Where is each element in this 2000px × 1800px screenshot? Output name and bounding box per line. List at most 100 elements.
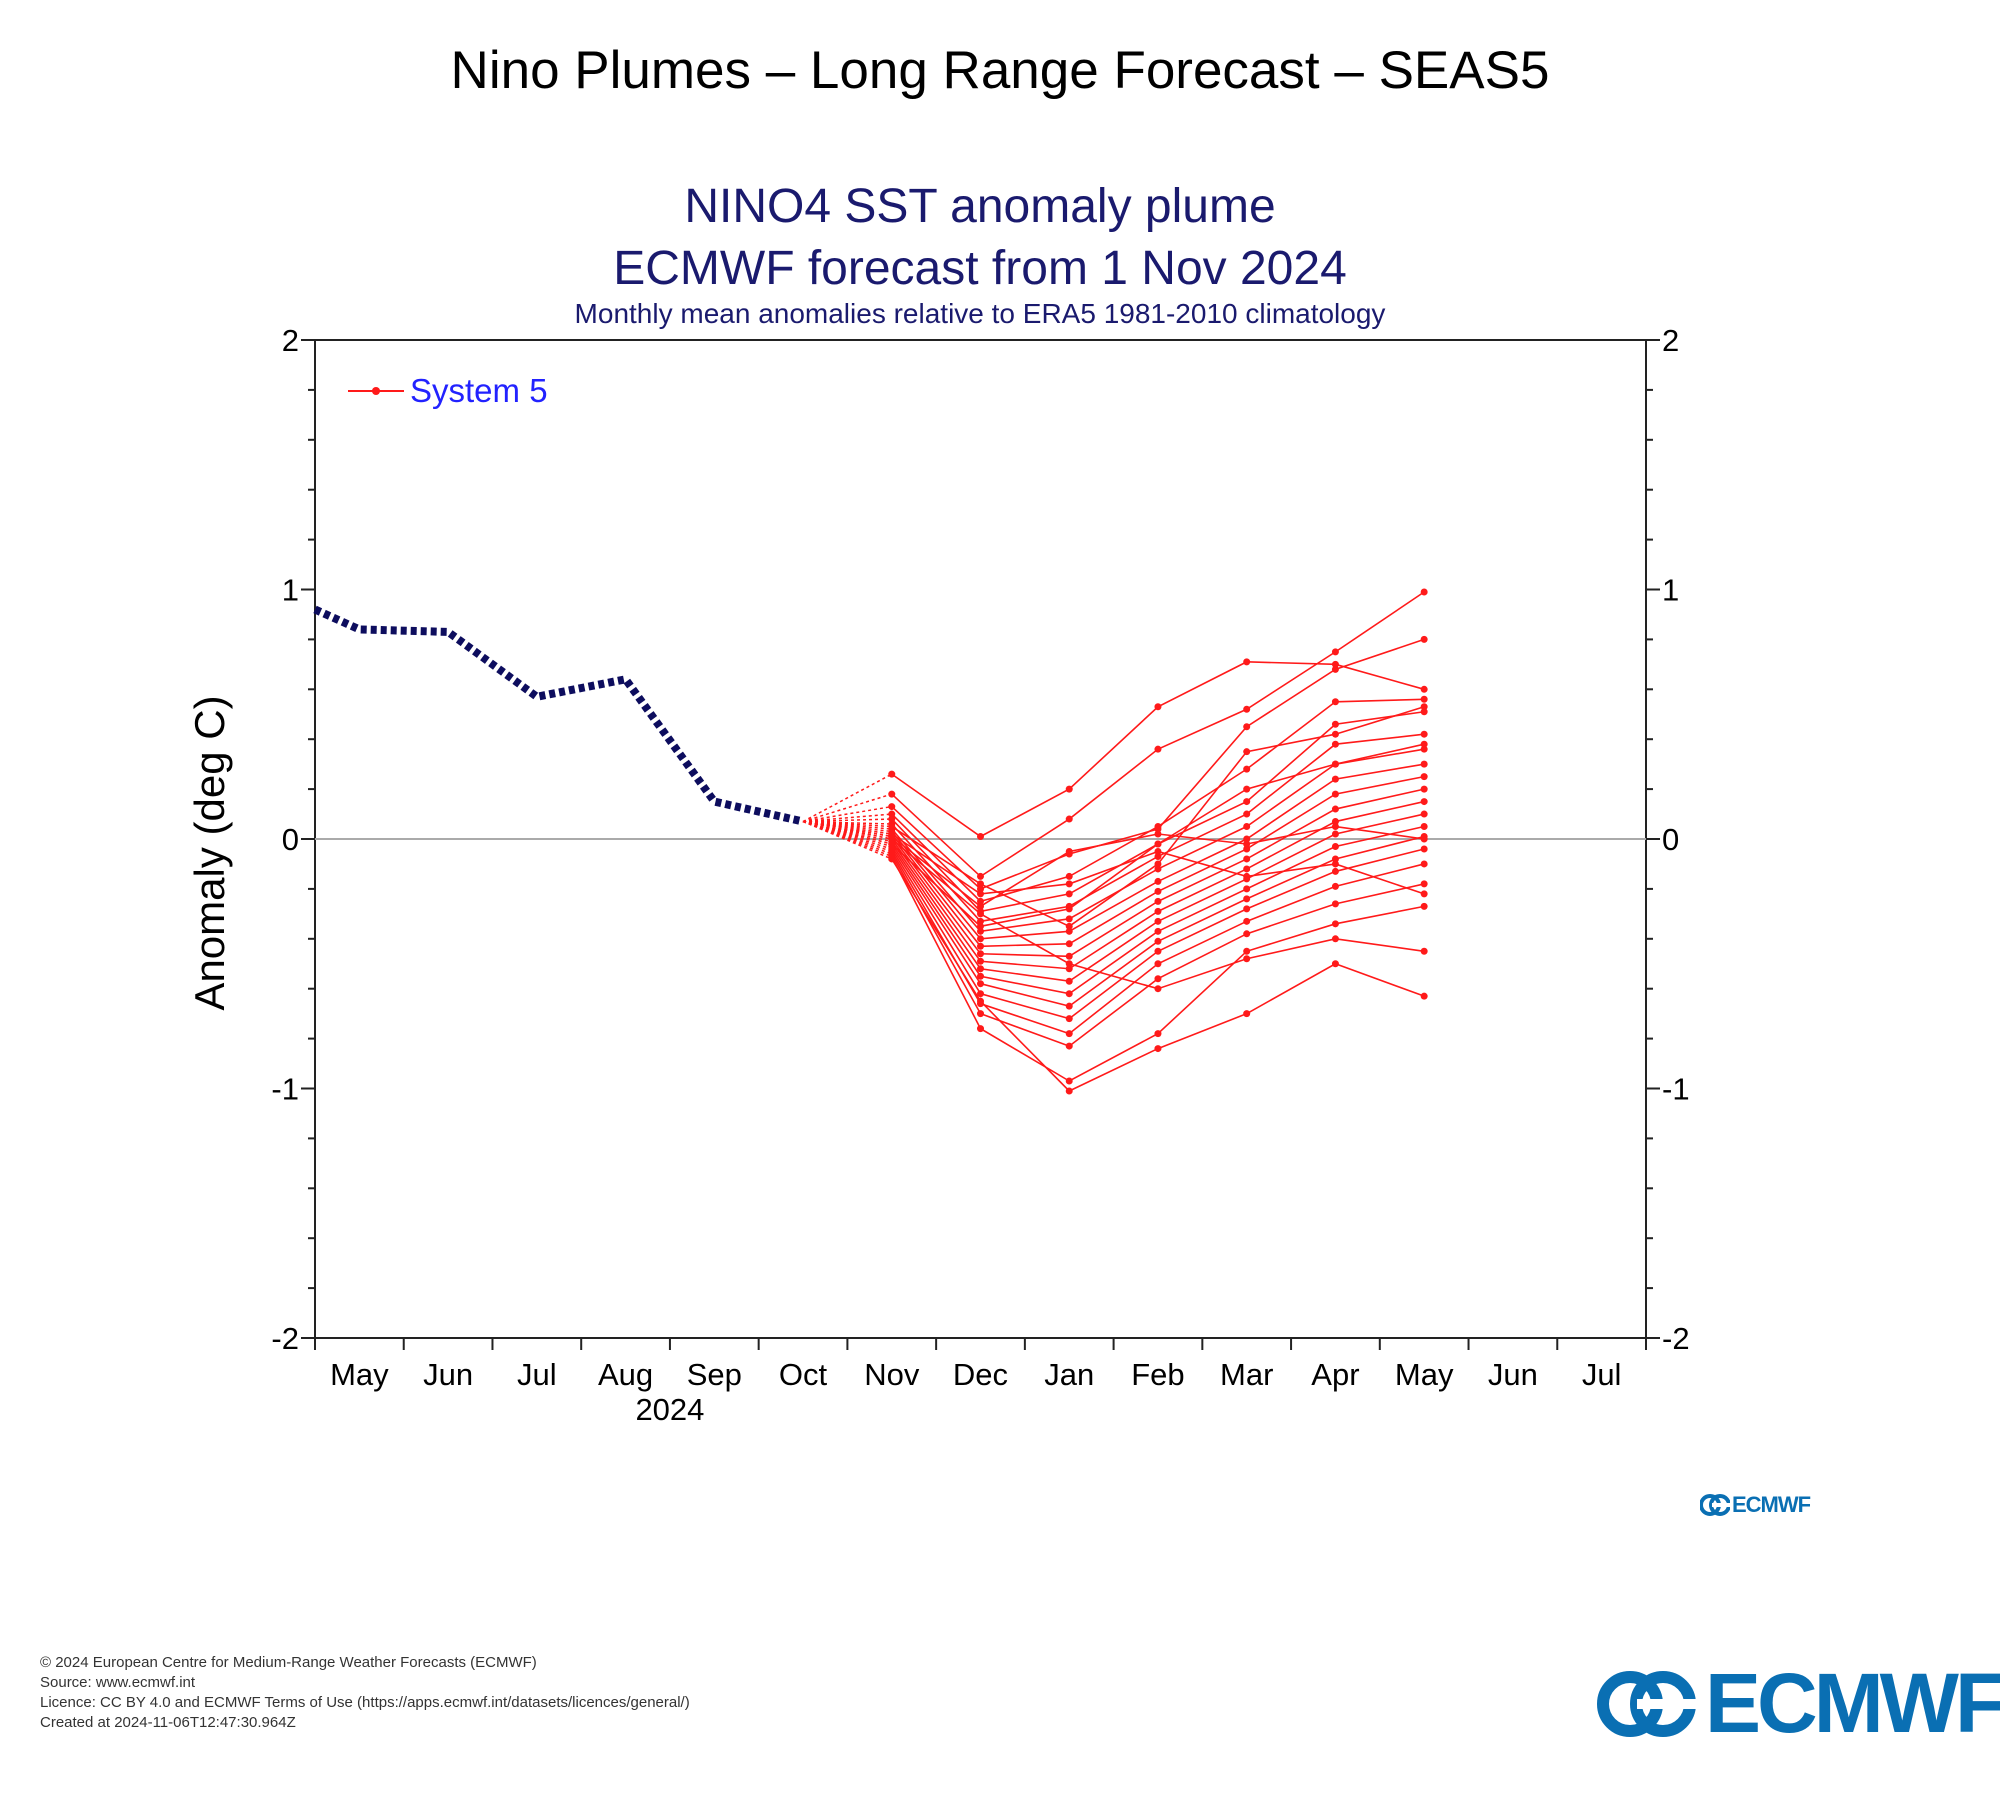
x-tick-label: Feb — [1131, 1357, 1184, 1392]
forecast-member-point — [888, 855, 896, 863]
x-tick-label: Aug — [598, 1357, 653, 1392]
forecast-member-point — [1420, 745, 1428, 753]
forecast-member-point — [888, 770, 896, 778]
observed-series — [313, 605, 804, 826]
forecast-member-point — [977, 1010, 984, 1018]
y-tick-label-left: -1 — [271, 1072, 299, 1107]
ecmwf-logo: ECMWF — [1597, 1655, 2000, 1752]
x-tick-label: Jul — [1582, 1357, 1622, 1392]
forecast-member-point — [1331, 660, 1339, 668]
forecast-member-point — [977, 965, 984, 973]
forecast-member-point — [1154, 907, 1162, 915]
forecast-member-point — [1331, 805, 1339, 813]
forecast-connector — [802, 820, 893, 855]
chart-title: NINO4 SST anomaly plume — [684, 180, 1275, 233]
forecast-member-point — [1331, 935, 1339, 943]
forecast-member-point — [977, 950, 984, 958]
forecast-member-point — [1243, 823, 1251, 831]
forecast-member-point — [977, 885, 984, 893]
forecast-member-point — [1420, 785, 1428, 793]
forecast-member-point — [1065, 905, 1073, 913]
forecast-member-point — [1065, 1015, 1073, 1023]
footer: © 2024 European Centre for Medium-Range … — [40, 1653, 690, 1733]
forecast-member-point — [1331, 760, 1339, 768]
forecast-member-point — [1331, 648, 1339, 656]
forecast-member-point — [1065, 940, 1073, 948]
forecast-member-point — [1065, 890, 1073, 898]
forecast-member-point — [977, 890, 984, 898]
forecast-member-point — [1420, 810, 1428, 818]
forecast-member-point — [1065, 872, 1073, 880]
x-tick-label: May — [330, 1357, 389, 1392]
y-tick-label-right: -2 — [1662, 1321, 1690, 1356]
forecast-member-point — [1331, 882, 1339, 890]
forecast-member-point — [1331, 740, 1339, 748]
y-tick-label-right: 2 — [1662, 323, 1679, 358]
forecast-member-point — [888, 830, 896, 838]
forecast-member-point — [1331, 842, 1339, 850]
ecmwf-logo-mark-icon — [1597, 1670, 1697, 1737]
forecast-member-point — [977, 880, 984, 888]
forecast-member-point — [1331, 867, 1339, 875]
axes: -2 -2 -1 -1 0 0 1 1 2 2 May Jun Jul Aug Sep Oct Nov Dec Ja… — [271, 323, 1689, 1427]
observed-line — [313, 605, 804, 826]
forecast-member-point — [1420, 730, 1428, 738]
forecast-member-point — [1331, 823, 1339, 831]
forecast-member-point — [1065, 1042, 1073, 1050]
forecast-member-point — [1243, 885, 1251, 893]
x-year-label: 2024 — [635, 1392, 704, 1427]
x-tick-label: Oct — [779, 1357, 828, 1392]
forecast-member-point — [1154, 960, 1162, 968]
forecast-member-point — [1243, 917, 1251, 925]
forecast-connector — [803, 818, 892, 823]
x-tick-label: Apr — [1311, 1357, 1359, 1392]
x-tick-label: Jul — [517, 1357, 557, 1392]
forecast-member-point — [1243, 865, 1251, 873]
forecast-member-point — [1154, 823, 1162, 831]
forecast-member-point — [1243, 705, 1251, 713]
forecast-member-point — [977, 935, 984, 943]
legend-marker — [372, 387, 380, 395]
forecast-member-point — [1331, 790, 1339, 798]
forecast-connector — [802, 820, 893, 853]
forecast-member-point — [977, 980, 984, 988]
forecast-member-point — [1331, 730, 1339, 738]
forecast-member-point — [888, 810, 896, 818]
forecast-member-point — [1420, 695, 1428, 703]
forecast-member-point — [977, 902, 984, 910]
forecast-member-point — [977, 1025, 984, 1033]
forecast-member-point — [1243, 658, 1251, 666]
ecmwf-logo-text: ECMWF — [1705, 1656, 2000, 1750]
x-tick-label: Nov — [864, 1357, 920, 1392]
forecast-member-point — [1154, 703, 1162, 711]
forecast-member-point — [1243, 947, 1251, 955]
forecast-member-point — [1065, 990, 1073, 998]
forecast-member-point — [977, 927, 984, 935]
forecast-member-point — [1420, 992, 1428, 1000]
forecast-member-point — [1331, 920, 1339, 928]
forecast-member-point — [1154, 887, 1162, 895]
forecast-member-point — [1420, 947, 1428, 955]
forecast-member-point — [1331, 855, 1339, 863]
forecast-members — [802, 588, 1428, 1095]
x-tick-label: Dec — [953, 1357, 1008, 1392]
forecast-member-point — [1154, 985, 1162, 993]
forecast-member-point — [1065, 847, 1073, 855]
forecast-connector — [802, 805, 892, 823]
forecast-member-point — [1420, 703, 1428, 711]
forecast-member-point — [1420, 823, 1428, 831]
forecast-member-point — [1420, 835, 1428, 843]
forecast-member-point — [1065, 785, 1073, 793]
y-axis-label: Anomaly (deg C) — [186, 695, 233, 1010]
footer-created: Created at 2024-11-06T12:47:30.964Z — [40, 1714, 296, 1731]
forecast-member-point — [1065, 927, 1073, 935]
forecast-member-point — [1420, 773, 1428, 781]
forecast-member-point — [977, 990, 984, 998]
forecast-connector — [802, 820, 893, 858]
forecast-connector — [802, 820, 892, 835]
forecast-member-point — [1243, 1010, 1251, 1018]
forecast-member-point — [888, 840, 896, 848]
forecast-member-point — [977, 972, 984, 980]
x-tick-label: Mar — [1220, 1357, 1273, 1392]
